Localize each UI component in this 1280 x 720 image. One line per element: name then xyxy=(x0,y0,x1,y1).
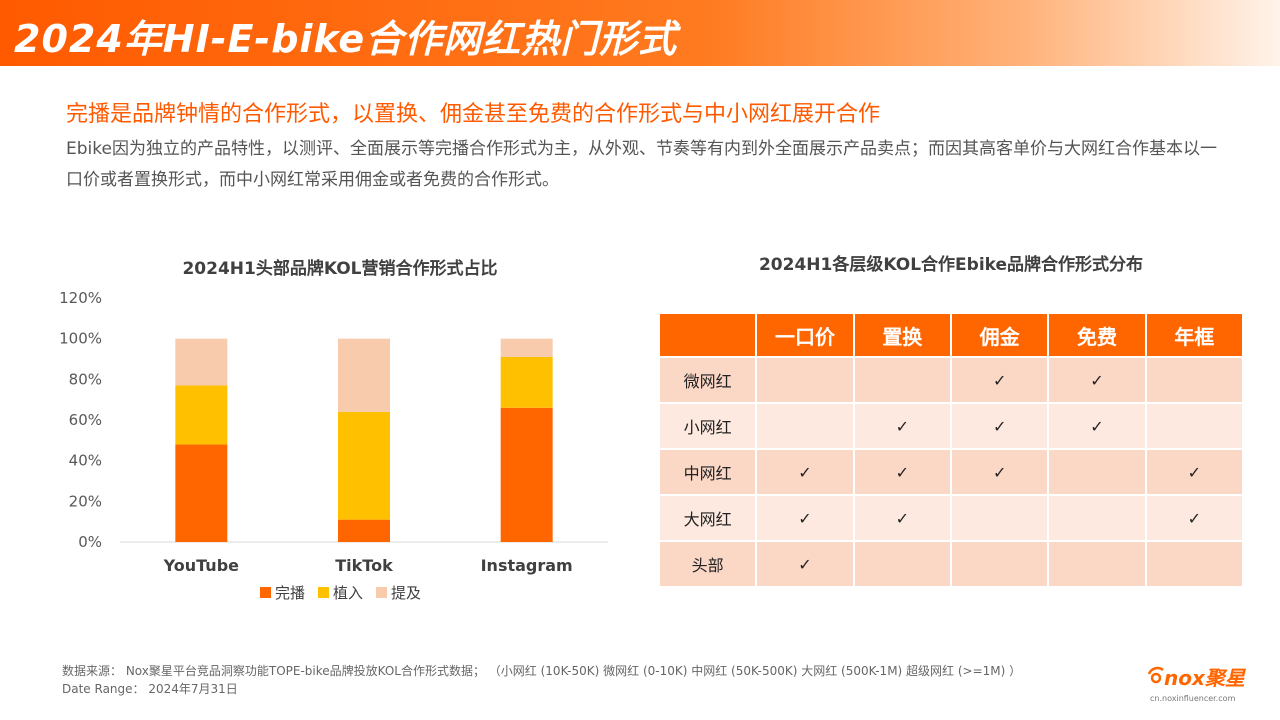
check-cell xyxy=(755,402,855,450)
legend-label: 植入 xyxy=(333,584,363,602)
bar-segment-3 xyxy=(338,338,390,412)
check-cell: ✓ xyxy=(1047,402,1147,450)
legend-swatch xyxy=(318,587,329,598)
bar-segment-3 xyxy=(500,338,553,357)
check-cell: ✓ xyxy=(852,402,952,450)
y-tick-label: 80% xyxy=(69,370,102,388)
y-tick-label: 20% xyxy=(69,492,102,510)
header-bar: 2024年HI-E-bike合作网红热门形式 xyxy=(0,0,1280,66)
page-title: 2024年HI-E-bike合作网红热门形式 xyxy=(14,17,678,61)
y-tick-label: 120% xyxy=(59,289,102,307)
data-source-note: 数据来源： Nox聚星平台竞品洞察功能TOPE-bike品牌投放KOL合作形式数… xyxy=(62,664,1022,678)
check-cell xyxy=(1047,540,1147,588)
nox-signal-icon xyxy=(1147,666,1164,684)
x-tick-label: Instagram xyxy=(481,556,573,575)
table-corner-cell xyxy=(657,312,758,358)
check-cell: ✓ xyxy=(1144,494,1245,542)
column-header: 免费 xyxy=(1047,312,1147,358)
check-cell xyxy=(852,356,952,404)
row-label: 大网红 xyxy=(657,494,758,542)
check-cell: ✓ xyxy=(755,494,855,542)
table-header-row: 一口价 置换 佣金 免费 年框 xyxy=(657,312,1245,358)
legend-label: 提及 xyxy=(391,584,421,602)
check-cell xyxy=(949,494,1050,542)
legend-swatch xyxy=(260,587,271,598)
check-cell xyxy=(1144,402,1245,450)
body-text: Ebike因为独立的产品特性，以测评、全面展示等完播合作形式为主，从外观、节奏等… xyxy=(66,139,1217,190)
table-row: 微网红 ✓ ✓ xyxy=(657,356,1245,404)
table-row: 小网红 ✓ ✓ ✓ xyxy=(657,402,1245,450)
table-title: 2024H1各层级KOL合作Ebike品牌合作形式分布 xyxy=(758,255,1144,275)
x-tick-label: YouTube xyxy=(163,556,240,575)
footer: 数据来源： Nox聚星平台竞品洞察功能TOPE-bike品牌投放KOL合作形式数… xyxy=(62,662,1021,698)
y-tick-label: 40% xyxy=(69,452,102,470)
table-row: 大网红 ✓ ✓ ✓ xyxy=(657,494,1245,542)
check-cell xyxy=(1144,540,1245,588)
column-header: 一口价 xyxy=(755,312,855,358)
bar-segment-1 xyxy=(175,444,228,542)
check-cell: ✓ xyxy=(949,356,1050,404)
y-tick-label: 0% xyxy=(78,533,102,551)
column-header: 置换 xyxy=(852,312,952,358)
bar-segment-2 xyxy=(338,411,390,520)
bar-segment-1 xyxy=(500,407,553,542)
legend-swatch xyxy=(376,587,387,598)
check-cell: ✓ xyxy=(1144,448,1245,496)
brand-url: cn.noxinfluencer.com xyxy=(1150,694,1236,703)
check-cell xyxy=(1047,448,1147,496)
bar-segment-2 xyxy=(175,385,228,445)
table-row: 头部 ✓ xyxy=(657,540,1245,588)
column-header: 佣金 xyxy=(949,312,1050,358)
legend-label: 完播 xyxy=(275,584,305,602)
check-cell xyxy=(1047,494,1147,542)
check-cell: ✓ xyxy=(949,402,1050,450)
bar-segment-2 xyxy=(500,356,553,408)
bar-segment-1 xyxy=(338,519,390,542)
row-label: 微网红 xyxy=(657,356,758,404)
nox-logo: nox聚星 cn.noxinfluencer.com xyxy=(1146,662,1246,706)
chart-title: 2024H1头部品牌KOL营销合作形式占比 xyxy=(182,259,498,279)
check-cell xyxy=(949,540,1050,588)
check-cell: ✓ xyxy=(852,494,952,542)
row-label: 中网红 xyxy=(657,448,758,496)
y-tick-label: 60% xyxy=(69,411,102,429)
column-header: 年框 xyxy=(1144,312,1245,358)
table-row: 中网红 ✓ ✓ ✓ ✓ xyxy=(657,448,1245,496)
row-label: 头部 xyxy=(657,540,758,588)
check-cell: ✓ xyxy=(755,448,855,496)
check-cell: ✓ xyxy=(1047,356,1147,404)
headline: 完播是品牌钟情的合作形式，以置换、佣金甚至免费的合作形式与中小网红展开合作 xyxy=(66,102,881,127)
bar-segment-3 xyxy=(175,338,228,386)
check-cell xyxy=(1144,356,1245,404)
brand-name: nox聚星 xyxy=(1164,666,1245,690)
distribution-table: 一口价 置换 佣金 免费 年框 微网红 ✓ ✓ 小网红 ✓ ✓ ✓ 中网红 ✓ … xyxy=(657,312,1245,588)
check-cell: ✓ xyxy=(949,448,1050,496)
x-tick-label: TikTok xyxy=(335,556,393,575)
stacked-bar-chart: 0% 20% 40% 60% 80% 100% 120% YouTube TikTok Insta… xyxy=(59,289,608,602)
check-cell: ✓ xyxy=(755,540,855,588)
check-cell: ✓ xyxy=(852,448,952,496)
check-cell xyxy=(852,540,952,588)
y-tick-label: 100% xyxy=(59,330,102,348)
check-cell xyxy=(755,356,855,404)
row-label: 小网红 xyxy=(657,402,758,450)
date-range-note: Date Range： 2024年7月31日 xyxy=(62,682,238,696)
